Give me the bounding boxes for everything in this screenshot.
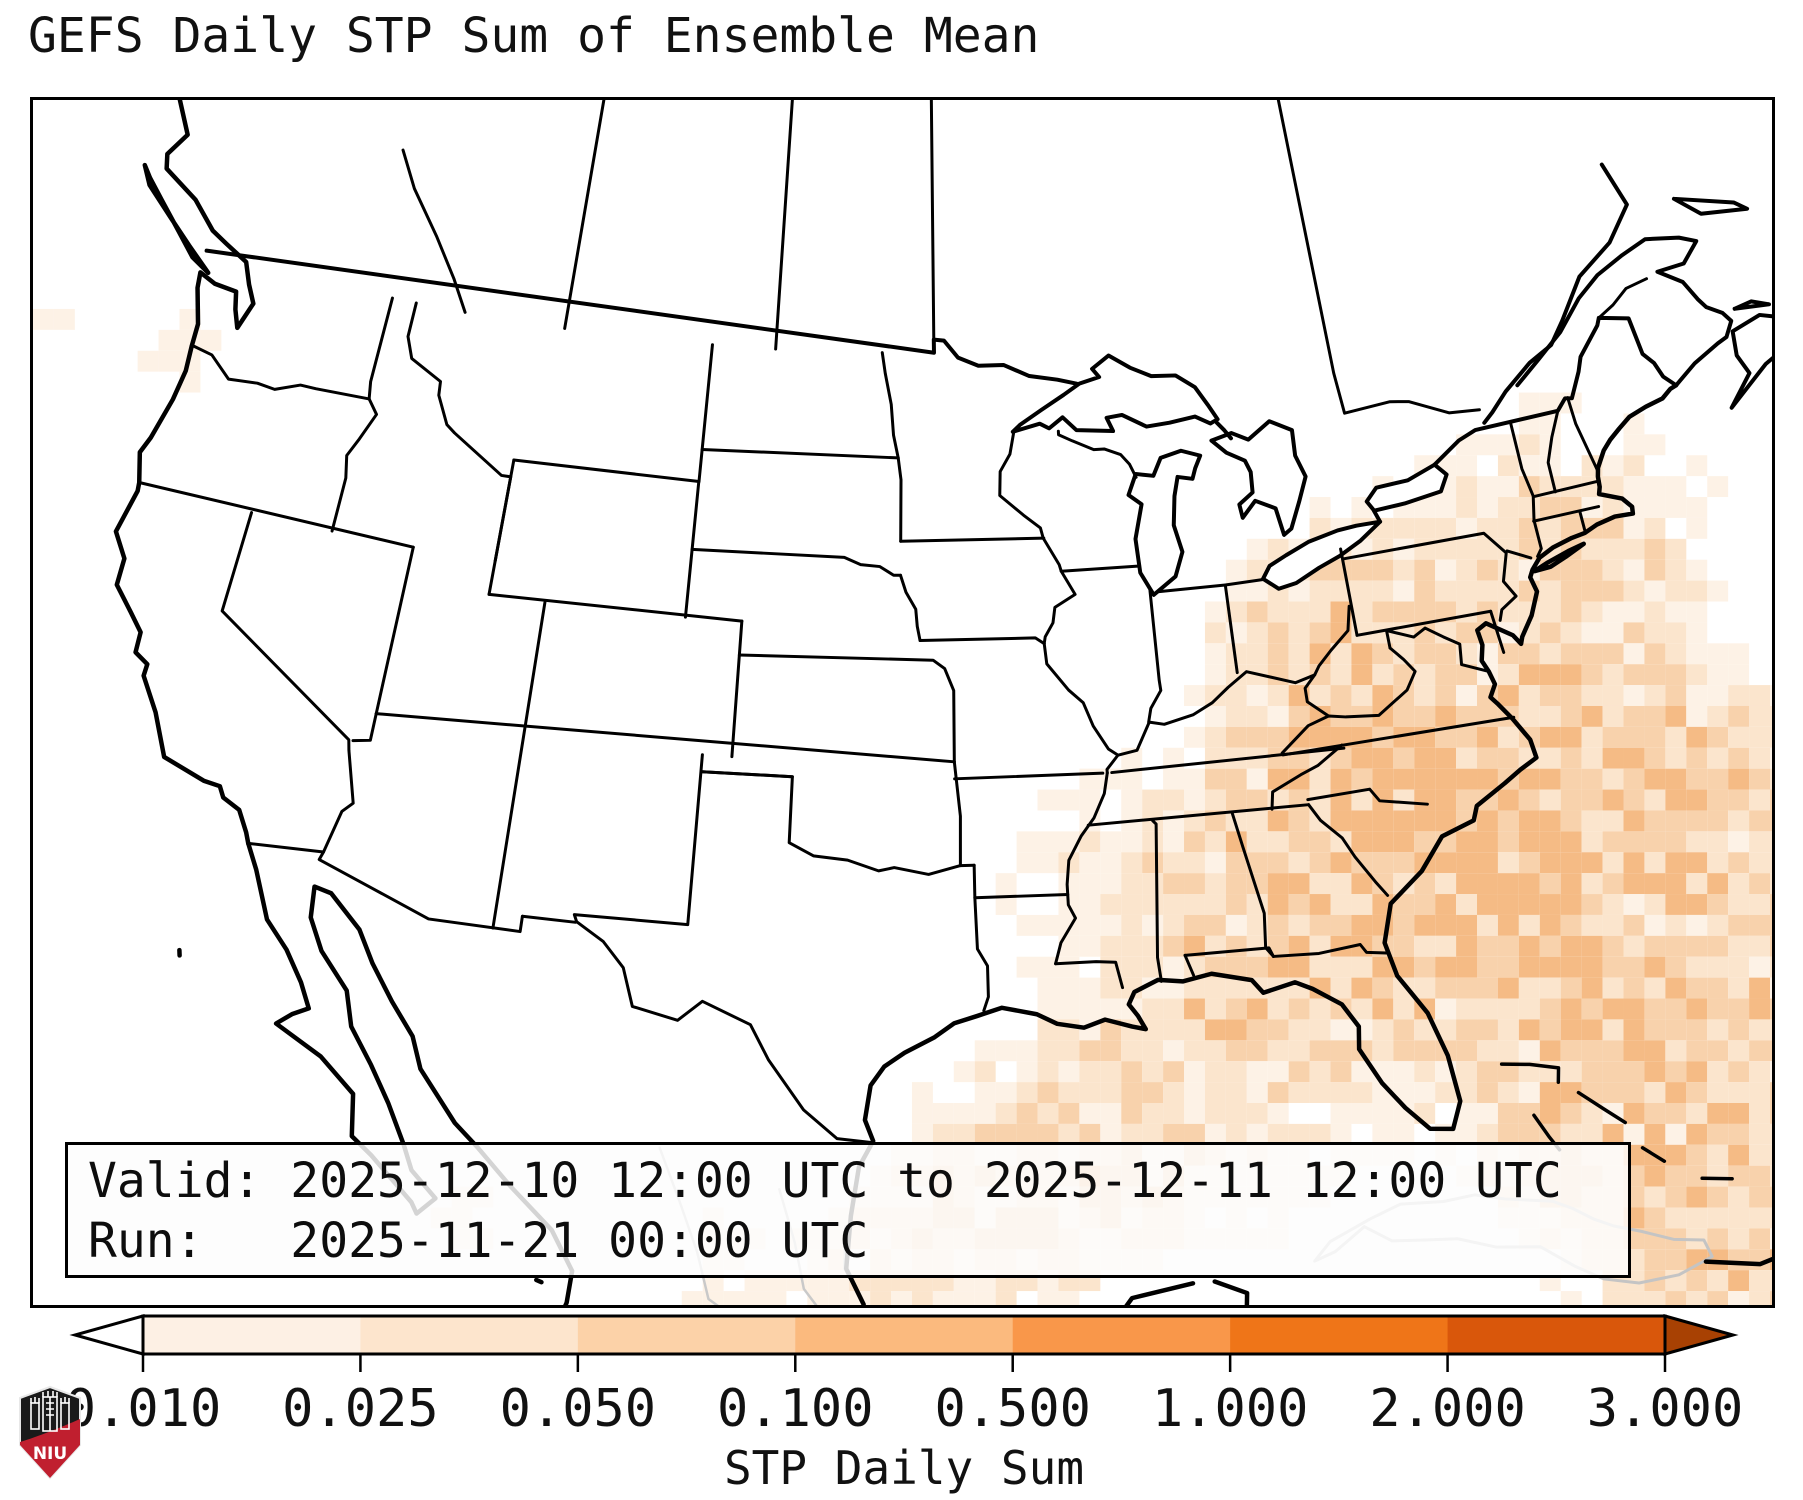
layer-coastline [113, 100, 1772, 1305]
colorbar-body: 0.010 0.025 0.050 0.100 0.500 1.000 2.000 3.000 [65, 1314, 1744, 1439]
colorbar-tick-label: 0.500 [934, 1379, 1091, 1439]
colorbar-tick-label: 0.100 [717, 1379, 874, 1439]
colorbar-tick-label: 0.025 [282, 1379, 439, 1439]
colorbar-tick-label: 3.000 [1587, 1379, 1744, 1439]
logo-niu-text: NIU [33, 1444, 67, 1464]
colorbar-tick-label: 0.010 [65, 1379, 222, 1439]
colorbar: 0.010 0.025 0.050 0.100 0.500 1.000 2.000 3.000… [65, 1314, 1744, 1495]
run-time-text: Run: 2025-11-21 00:00 UTC [88, 1213, 869, 1269]
layer-great-lakes [1010, 353, 1449, 597]
map-geography [113, 100, 1772, 1305]
colorbar-tick-label: 0.050 [500, 1379, 657, 1439]
plot-title: GEFS Daily STP Sum of Ensemble Mean [28, 8, 1040, 64]
layer-canada-coast [1482, 162, 1772, 425]
conus-map [33, 100, 1772, 1305]
map-frame: Valid: 2025-12-10 12:00 UTC to 2025-12-1… [30, 97, 1775, 1308]
colorbar-tick-label: 2.000 [1369, 1379, 1526, 1439]
logo-castle-icon [30, 1391, 70, 1432]
valid-run-info-box: Valid: 2025-12-10 12:00 UTC to 2025-12-1… [65, 1142, 1631, 1278]
colorbar-tick-label: 1.000 [1152, 1379, 1309, 1439]
valid-time-text: Valid: 2025-12-10 12:00 UTC to 2025-12-1… [88, 1153, 1562, 1209]
logo-red-band [20, 1419, 80, 1478]
colorbar-axis-label: STP Daily Sum [724, 1441, 1084, 1495]
layer-canada-provinces [401, 100, 1649, 415]
layer-state-borders [137, 296, 1601, 1145]
niu-logo: NIU [19, 1385, 81, 1480]
layer-canada-border [204, 248, 1679, 524]
